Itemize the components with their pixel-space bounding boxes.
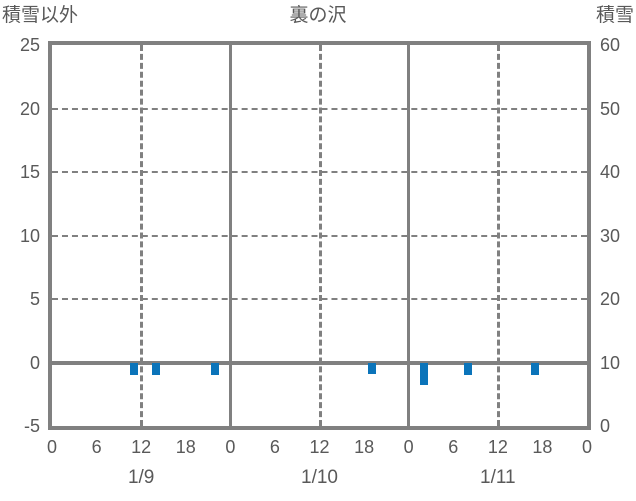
bar: [419, 362, 428, 385]
x-axis-day-label: 1/9: [127, 467, 155, 488]
chart-title: 裏の沢: [289, 5, 347, 26]
vertical-gridline-day-boundary: [407, 45, 411, 426]
left-axis-title: 積雪以外: [2, 5, 79, 26]
left-axis-tick-label: -5: [23, 416, 40, 436]
bar: [129, 362, 138, 376]
right-axis-tick-label: 0: [600, 416, 611, 436]
x-axis-tick-label: 6: [269, 437, 280, 457]
left-axis-tick-label: 25: [19, 35, 40, 55]
plot-frame: [48, 41, 591, 430]
left-axis-tick-label: 10: [19, 225, 40, 246]
vertical-gridline-dashed: [140, 45, 144, 426]
x-axis-tick-label: 12: [131, 437, 152, 457]
x-axis-tick-label: 0: [46, 437, 57, 457]
right-axis-tick-label: 60: [600, 35, 621, 55]
vertical-gridline-dashed: [496, 45, 500, 426]
bar: [464, 362, 473, 376]
x-axis-tick-label: 12: [487, 437, 508, 457]
x-axis-tick-label: 6: [448, 437, 459, 457]
vertical-gridline-day-boundary: [228, 45, 232, 426]
x-axis-tick-label: 12: [309, 437, 330, 457]
right-axis-tick-label: 10: [600, 352, 621, 373]
right-axis-tick-label: 30: [600, 225, 621, 246]
left-axis-tick-label: 15: [19, 162, 40, 182]
bar: [367, 362, 376, 374]
zero-line: [52, 360, 587, 365]
left-axis-tick-label: 0: [29, 352, 40, 373]
right-axis-title: 積雪: [595, 5, 634, 26]
right-axis-tick-label: 40: [600, 162, 621, 182]
x-axis-tick-label: 0: [581, 437, 592, 457]
left-axis-tick-label: 5: [29, 289, 40, 309]
x-axis-tick-label: 6: [91, 437, 102, 457]
x-axis-day-label: 1/10: [301, 467, 338, 488]
x-axis-tick-label: 0: [225, 437, 236, 457]
right-axis-tick-label: 50: [600, 98, 621, 119]
bar: [530, 362, 539, 376]
x-axis-tick-label: 0: [403, 437, 414, 457]
x-axis-tick-label: 18: [532, 437, 553, 457]
bar: [211, 362, 220, 376]
x-axis-day-label: 1/11: [480, 467, 516, 488]
bar: [152, 362, 161, 376]
left-axis-tick-label: 20: [19, 98, 40, 119]
right-axis-tick-label: 20: [600, 289, 621, 309]
x-axis-tick-label: 18: [354, 437, 375, 457]
vertical-gridline-dashed: [318, 45, 322, 426]
plot-area: [52, 45, 587, 426]
x-axis-tick-label: 18: [175, 437, 196, 457]
